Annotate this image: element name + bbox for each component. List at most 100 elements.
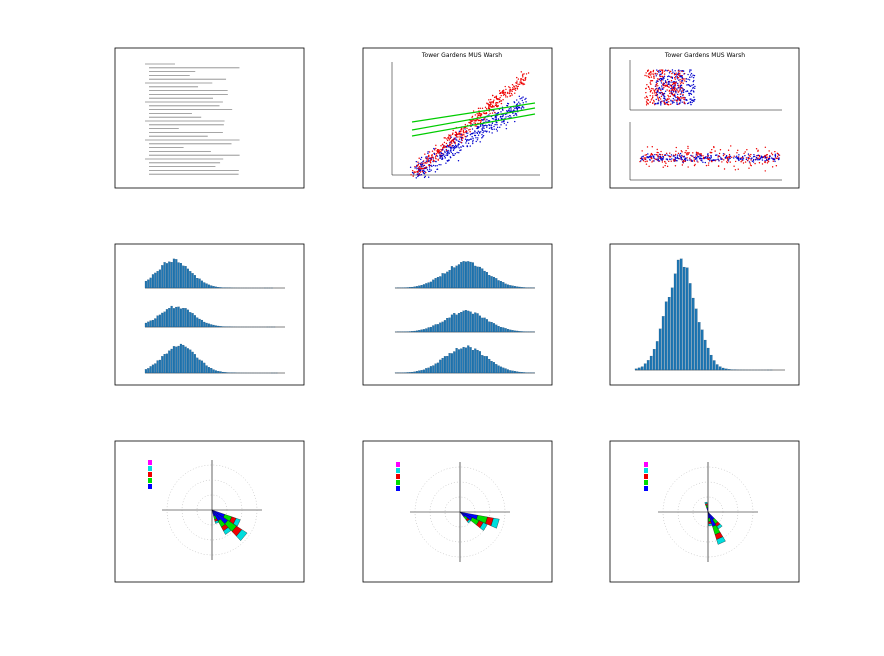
scatter-point	[502, 114, 504, 116]
scatter-point	[492, 102, 494, 104]
scatter-point	[657, 159, 659, 162]
scatter-point	[641, 150, 643, 152]
hist-bar	[467, 345, 470, 374]
scatter-point	[696, 154, 699, 156]
scatter-point	[432, 164, 435, 167]
scatter-point	[683, 88, 685, 91]
scatter-point	[718, 152, 721, 155]
hist-bar	[697, 322, 701, 371]
scatter-point	[518, 83, 521, 85]
hist-bar	[495, 364, 498, 374]
scatter-point	[733, 155, 735, 157]
scatter-point	[471, 119, 473, 122]
scatter-point	[650, 152, 653, 155]
scatter-point	[479, 125, 482, 127]
hist-bar	[511, 330, 514, 333]
scatter-point	[771, 166, 774, 168]
scatter-point	[415, 160, 418, 163]
hist-bar	[513, 330, 516, 333]
scatter-point	[495, 105, 498, 108]
hist-bar	[457, 264, 460, 289]
scatter-point	[704, 161, 706, 164]
scatter-point	[699, 157, 701, 160]
scatter-point	[452, 132, 454, 134]
scatter-point	[688, 79, 691, 81]
scatter-point	[417, 163, 420, 166]
rose-wedge	[479, 522, 488, 531]
scatter-point	[460, 139, 463, 141]
scatter-point	[679, 75, 681, 77]
scatter-point	[454, 133, 456, 136]
scatter-point	[672, 98, 675, 100]
hist-bar	[485, 272, 488, 289]
hist-bar	[175, 346, 178, 374]
scatter-point	[710, 156, 712, 159]
scatter-point	[679, 158, 681, 160]
scatter-point	[653, 77, 655, 80]
hist-bar	[460, 262, 463, 289]
scatter-point	[422, 162, 424, 164]
scatter-point	[477, 107, 480, 110]
scatter-point	[650, 99, 652, 101]
scatter-point	[694, 163, 696, 166]
scatter-point	[653, 92, 656, 94]
scatter-point	[514, 107, 516, 110]
scatter-point	[506, 96, 509, 98]
scatter-point	[740, 161, 742, 163]
scatter-point	[693, 96, 695, 98]
scatter-point	[659, 98, 662, 100]
scatter-point	[681, 151, 683, 153]
scatter-point	[458, 138, 461, 140]
scatter-point	[476, 113, 478, 115]
hist-bar	[453, 313, 456, 333]
scatter-point	[514, 89, 517, 91]
scatter-point	[482, 126, 484, 128]
hist-bar	[492, 276, 495, 289]
ring	[444, 496, 476, 528]
scatter-point	[477, 134, 480, 136]
scatter-point	[725, 155, 728, 157]
hist-bar	[212, 286, 215, 289]
scatter-point	[451, 153, 454, 155]
scatter-point	[486, 103, 488, 105]
scatter-point	[494, 104, 497, 106]
scatter-point	[718, 155, 720, 157]
hist-bar	[425, 283, 428, 289]
scatter-point	[640, 160, 642, 162]
scatter-point	[768, 155, 771, 157]
scatter-point	[411, 169, 414, 172]
scatter-point	[656, 78, 659, 80]
scatter-point	[468, 139, 470, 141]
hist-bar	[154, 272, 157, 289]
hist-bar	[453, 351, 456, 374]
scatter-point	[513, 86, 516, 88]
hist-bar	[436, 362, 439, 374]
scatter-point	[679, 83, 682, 85]
hist-bar	[168, 261, 171, 289]
hist-bar	[513, 286, 516, 289]
scatter-point	[684, 99, 686, 101]
scatter-point	[691, 101, 693, 104]
scatter-point	[451, 144, 454, 147]
hist-bar	[658, 328, 662, 371]
scatter-point	[674, 76, 677, 78]
scatter-point	[666, 101, 669, 103]
scatter-point	[439, 154, 442, 157]
scatter-point	[456, 151, 458, 154]
scatter-point	[655, 88, 657, 90]
scatter-point	[748, 167, 750, 169]
scatter-point	[478, 112, 481, 114]
scatter-point	[692, 77, 695, 79]
scatter-point	[419, 171, 422, 173]
legend-swatch	[396, 468, 400, 473]
scatter-point	[503, 93, 506, 96]
scatter-point	[661, 161, 664, 163]
scatter-point	[714, 154, 717, 156]
scatter-point	[677, 97, 679, 100]
scatter-point	[430, 159, 432, 161]
scatter-point	[418, 169, 420, 171]
hist-bar	[495, 278, 498, 289]
scatter-point	[774, 150, 776, 153]
scatter-point	[648, 76, 651, 79]
scatter-point	[776, 152, 779, 155]
